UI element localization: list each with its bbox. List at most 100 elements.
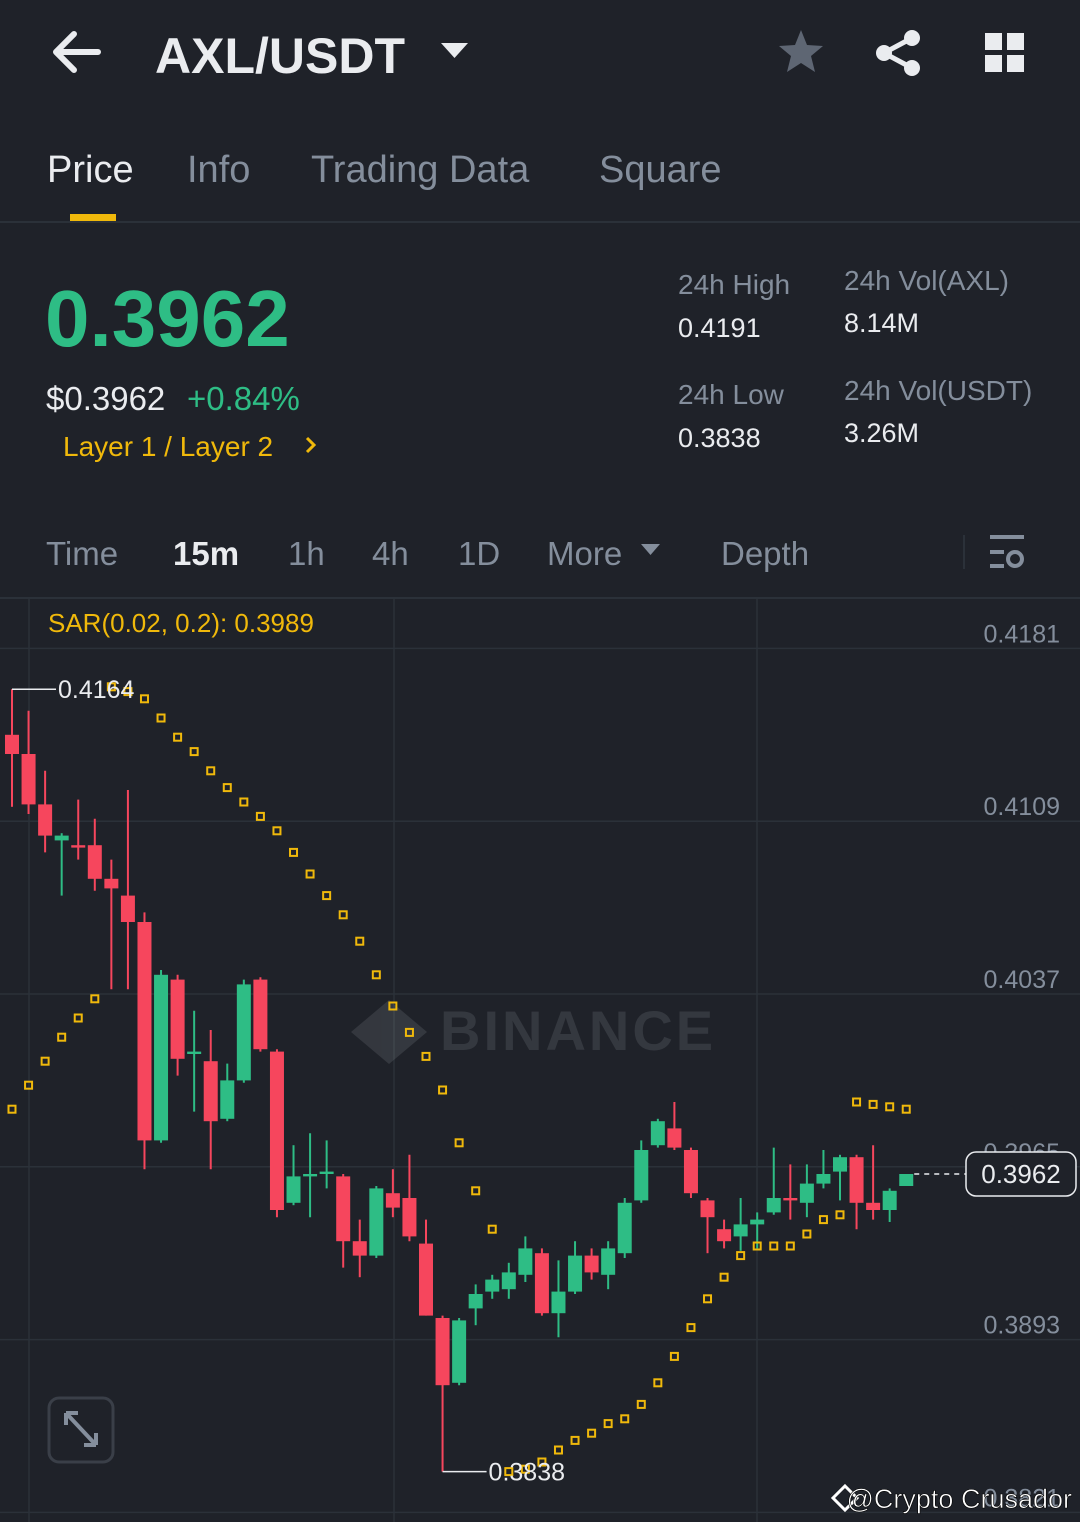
sar-dot — [139, 694, 149, 704]
interval[interactable]: 1D — [458, 535, 500, 572]
candle-body — [419, 1243, 433, 1316]
sar-dot — [636, 1399, 646, 1409]
sar-dot — [289, 847, 299, 857]
candle-body — [203, 1061, 218, 1122]
sar-dot — [901, 1104, 911, 1114]
candle-body — [104, 878, 119, 889]
candle-body — [170, 979, 185, 1059]
pair-dropdown[interactable] — [441, 43, 468, 58]
separator — [963, 535, 965, 569]
sar-dot — [438, 1085, 448, 1095]
price-change: +0.84% — [187, 380, 300, 417]
candle-body — [468, 1294, 483, 1309]
candle-body — [551, 1291, 566, 1314]
candle-body — [899, 1174, 914, 1186]
min-marker-label: 0.3838 — [489, 1459, 565, 1487]
candle-body — [667, 1128, 682, 1148]
stat-value: 8.14M — [844, 308, 919, 338]
candle-body — [882, 1190, 897, 1210]
sar-dot — [471, 1186, 481, 1196]
share-icon[interactable] — [876, 30, 920, 76]
grid-menu-icon[interactable] — [985, 33, 1024, 72]
settings-gear — [1006, 550, 1024, 568]
share-lines — [878, 35, 914, 71]
stat-value: 0.4191 — [678, 313, 761, 343]
sar-dot — [355, 936, 365, 946]
sar-dot — [454, 1138, 464, 1148]
chart-settings-icon[interactable] — [990, 535, 1024, 568]
favorite-icon[interactable] — [779, 30, 823, 72]
fullscreen-button[interactable] — [47, 1396, 115, 1464]
sar-dot — [272, 826, 282, 836]
fullscreen-arrows — [64, 1411, 98, 1447]
sar-dot — [90, 994, 100, 1004]
tab-indicator — [70, 214, 116, 221]
indicator-label: SAR(0.02, 0.2): 0.3989 — [48, 608, 314, 638]
sar-dot — [802, 1229, 812, 1239]
candle-body — [269, 1051, 284, 1210]
candle-body — [253, 979, 268, 1050]
interval[interactable]: 4h — [372, 535, 409, 572]
candle-body — [120, 895, 135, 922]
sar-dot — [868, 1099, 878, 1109]
candle-body — [534, 1253, 549, 1314]
candle-body — [385, 1193, 400, 1208]
sar-dot — [173, 732, 183, 742]
sar-dot — [587, 1428, 597, 1438]
candle-body — [700, 1200, 715, 1218]
sar-dot — [653, 1378, 663, 1388]
stat-label: 24h Vol(AXL) — [844, 265, 1009, 296]
last-price: 0.3962 — [45, 274, 290, 363]
candle-body — [799, 1183, 814, 1203]
sar-dot — [305, 869, 315, 879]
sar-dot — [24, 1080, 34, 1090]
stat-label: 24h Low — [678, 379, 785, 410]
sar-dot — [222, 783, 232, 793]
grid-cell — [985, 55, 1002, 72]
candle-body — [303, 1174, 318, 1177]
sar-dot — [189, 747, 199, 757]
fullscreen-frame — [47, 1396, 115, 1464]
tab[interactable]: Trading Data — [311, 149, 530, 191]
candle-body — [5, 734, 19, 754]
watermark-text: BINANCE — [440, 999, 716, 1062]
interval[interactable]: Time — [46, 535, 118, 572]
sar-dot — [553, 1445, 563, 1455]
candle-body — [816, 1174, 831, 1184]
sar-dot — [239, 797, 249, 807]
candle-body — [402, 1198, 417, 1237]
tab[interactable]: Square — [599, 149, 722, 191]
tab[interactable]: Info — [187, 149, 250, 191]
sector-tag[interactable]: Layer 1 / Layer 2 — [63, 431, 273, 462]
divider — [0, 597, 1080, 599]
interval[interactable]: 15m — [173, 535, 239, 572]
sar-dot — [388, 1001, 398, 1011]
more-caret — [641, 544, 660, 555]
back-button[interactable] — [53, 31, 101, 73]
candle-body — [220, 1080, 235, 1119]
pair-title[interactable]: AXL/USDT — [155, 28, 405, 84]
sar-dot — [404, 1027, 414, 1037]
candle-body — [568, 1255, 583, 1292]
candle-body — [501, 1272, 516, 1290]
y-tick-label: 0.3893 — [984, 1312, 1060, 1340]
interval[interactable]: More — [547, 535, 622, 572]
candle-body — [750, 1219, 765, 1225]
candle-body — [369, 1188, 384, 1256]
sar-dot — [504, 1467, 514, 1477]
candle-body — [650, 1121, 665, 1146]
interval[interactable]: Depth — [721, 535, 809, 572]
tab[interactable]: Price — [47, 149, 134, 191]
candle-body — [87, 845, 102, 879]
candle-body — [154, 974, 169, 1141]
interval[interactable]: 1h — [288, 535, 325, 572]
candle-body — [187, 1051, 202, 1054]
candle-body — [601, 1248, 616, 1275]
last-price-box — [965, 1151, 1077, 1197]
candle-body — [435, 1318, 450, 1386]
sar-dot — [57, 1032, 67, 1042]
candle-body — [866, 1202, 881, 1210]
divider — [0, 221, 1080, 223]
candle-body — [38, 804, 53, 836]
